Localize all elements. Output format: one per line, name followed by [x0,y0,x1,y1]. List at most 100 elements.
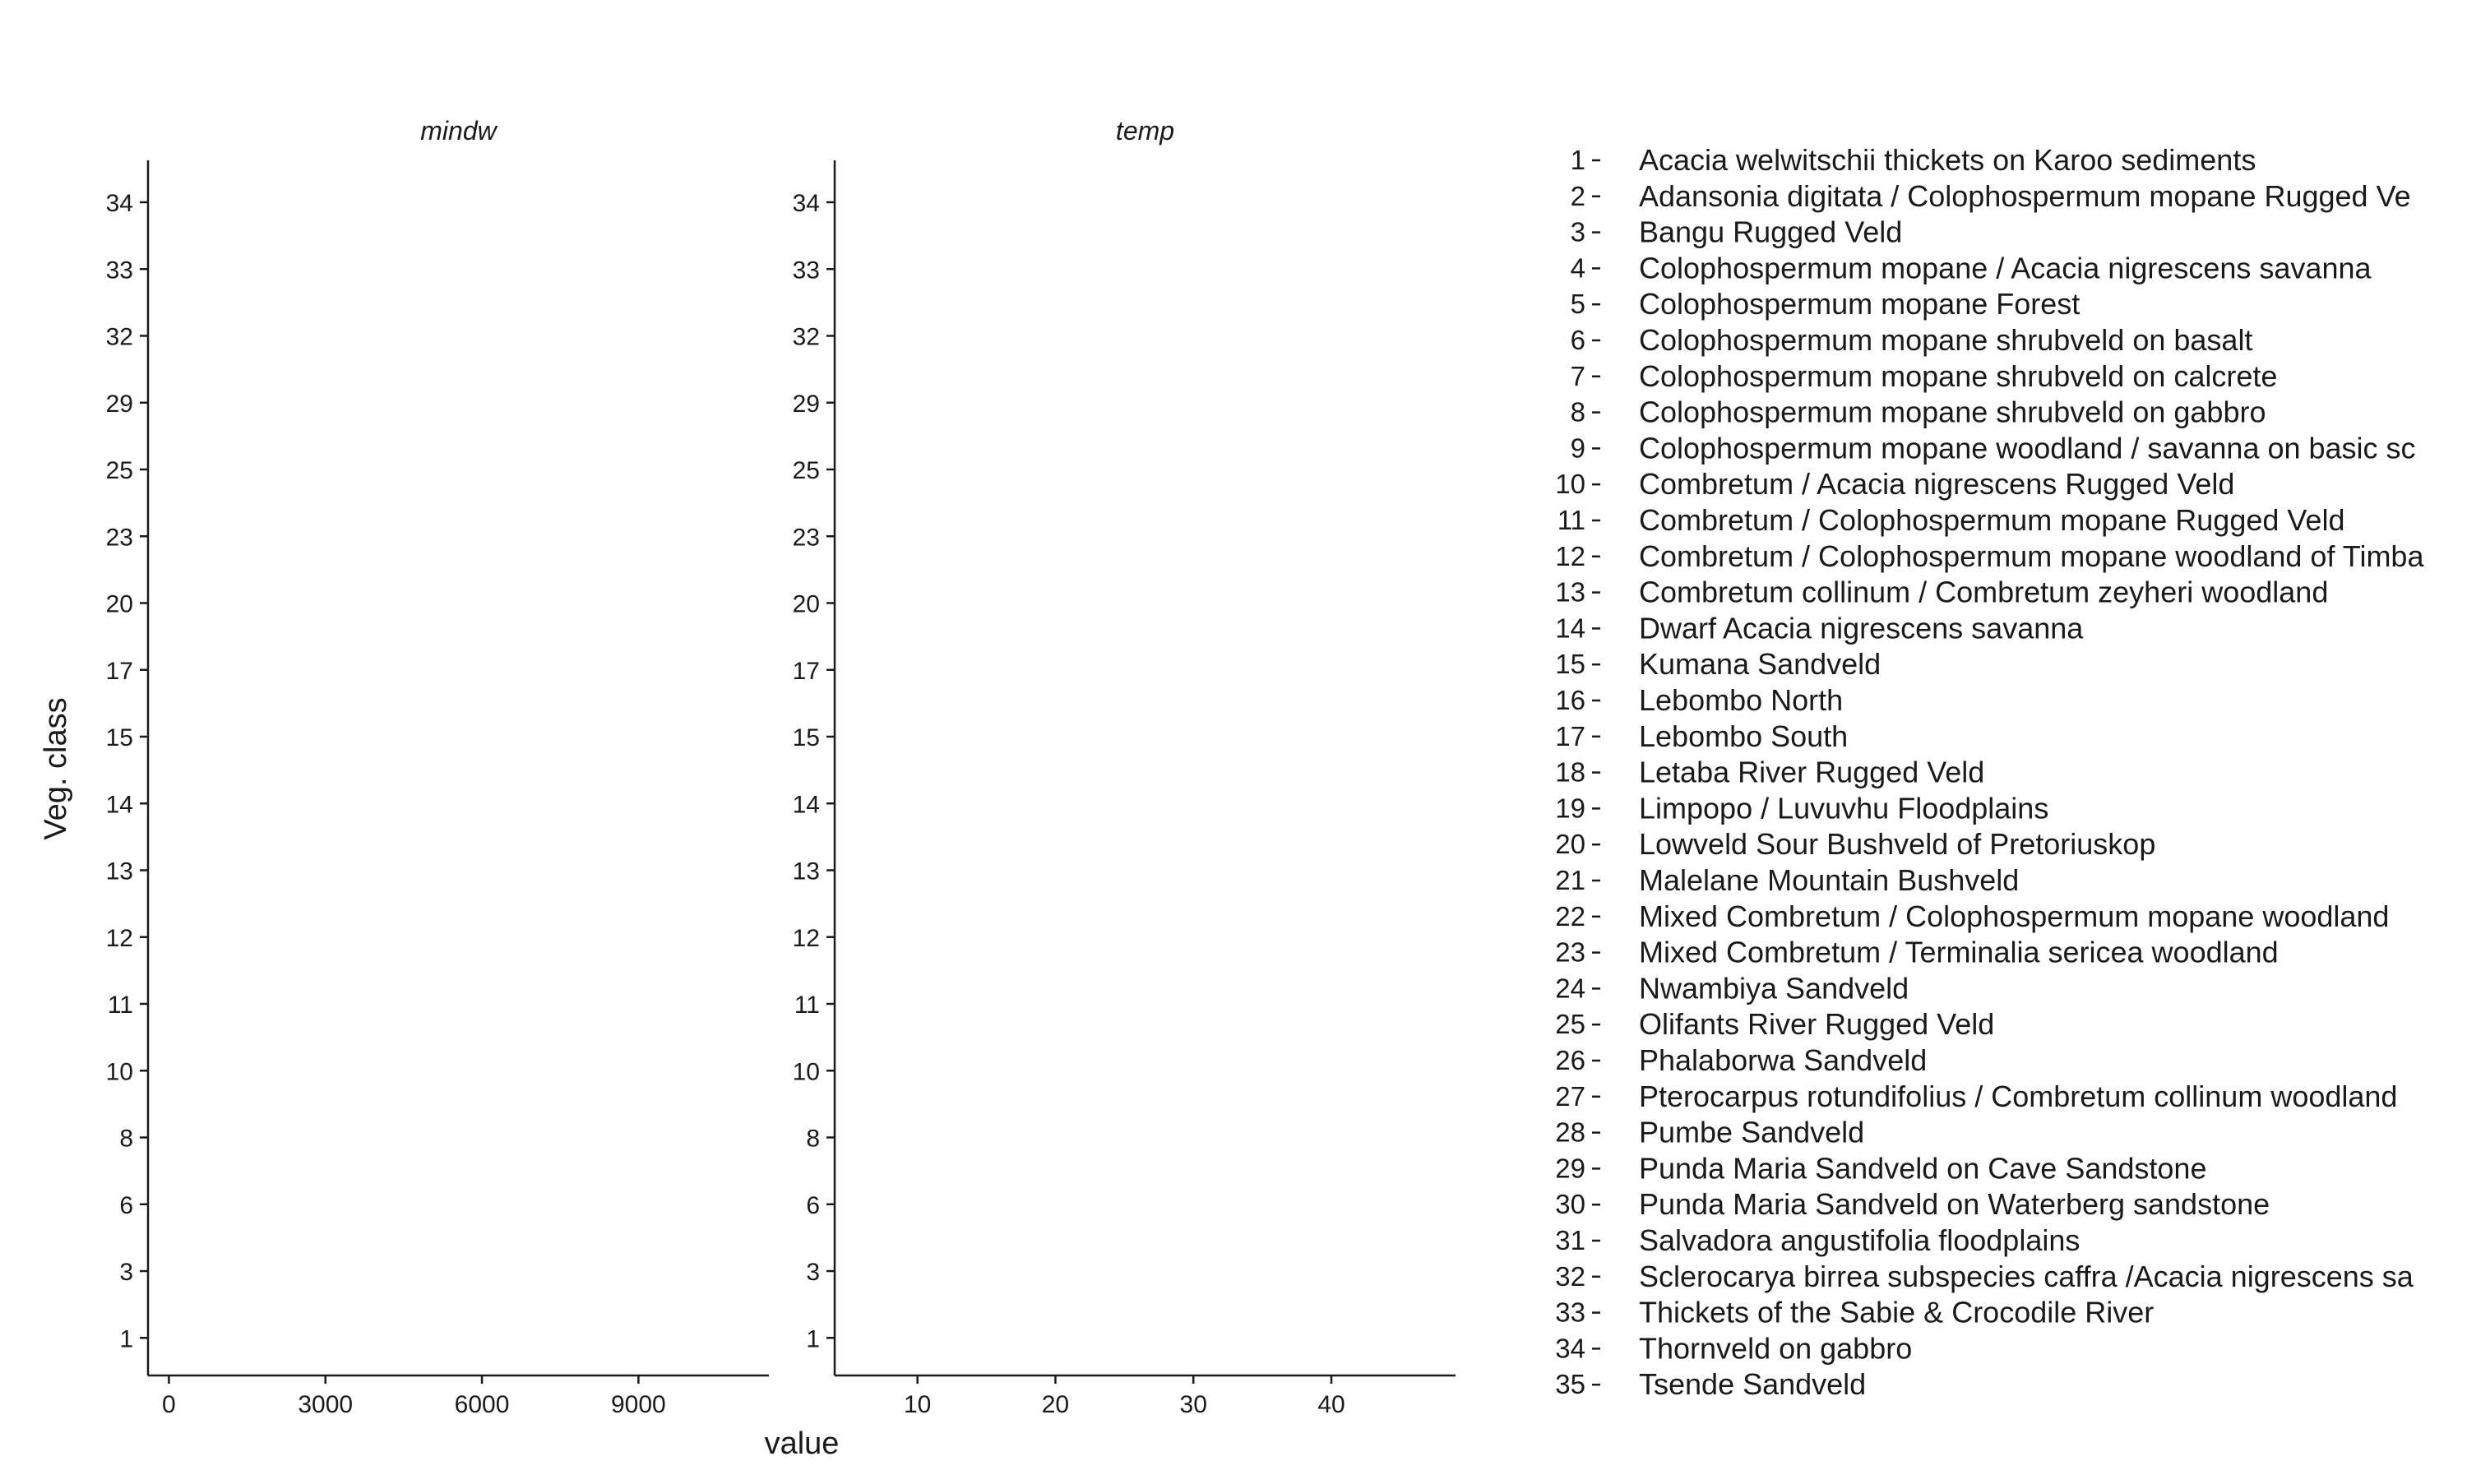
x-tick-label-mindw-6000: 6000 [455,1391,510,1418]
facet-label-mindw: mindw [420,116,498,146]
legend-item-label-20: Lowveld Sour Bushveld of Pretoriuskop [1639,827,2155,861]
legend-item-label-1: Acacia welwitschii thickets on Karoo sed… [1639,143,2256,177]
y-tick-label-mindw-12: 12 [106,925,133,952]
legend-item-number-18: 18 [1555,757,1585,788]
legend-item-number-31: 31 [1555,1225,1585,1255]
y-tick-label-temp-33: 33 [793,257,820,284]
legend-item-label-3: Bangu Rugged Veld [1639,215,1902,249]
y-tick-label-mindw-13: 13 [106,858,133,885]
x-tick-label-temp-20: 20 [1042,1391,1069,1418]
y-tick-label-temp-20: 20 [793,591,820,618]
legend-item-label-34: Thornveld on gabbro [1639,1331,1912,1365]
legend-item-label-29: Punda Maria Sandveld on Cave Sandstone [1639,1151,2206,1185]
legend-item-label-33: Thickets of the Sabie & Crocodile River [1639,1296,2154,1329]
legend-item-number-10: 10 [1555,469,1585,499]
legend-item-label-15: Kumana Sandveld [1639,647,1881,681]
y-tick-label-mindw-8: 8 [119,1126,133,1153]
y-tick-label-temp-23: 23 [793,524,820,551]
x-tick-label-mindw-9000: 9000 [611,1391,666,1418]
legend-item-number-6: 6 [1571,325,1585,355]
y-tick-label-temp-15: 15 [793,724,820,751]
y-axis-title: Veg. class [39,697,73,839]
y-tick-label-mindw-34: 34 [106,190,133,217]
y-tick-label-temp-25: 25 [793,457,820,484]
legend-item-label-30: Punda Maria Sandveld on Waterberg sandst… [1639,1187,2270,1221]
y-tick-label-mindw-23: 23 [106,524,133,551]
legend-item-number-17: 17 [1555,721,1585,751]
legend-item-number-2: 2 [1571,181,1585,211]
legend-item-number-22: 22 [1555,901,1585,932]
legend-item-number-11: 11 [1557,505,1585,535]
x-tick-label-mindw-3000: 3000 [298,1391,353,1418]
y-tick-label-temp-8: 8 [806,1126,820,1153]
legend-item-label-27: Pterocarpus rotundifolius / Combretum co… [1639,1079,2397,1113]
legend-item-number-26: 26 [1555,1045,1585,1075]
legend-item-label-25: Olifants River Rugged Veld [1639,1007,1994,1041]
legend-item-number-3: 3 [1571,217,1585,247]
y-tick-label-temp-29: 29 [793,391,820,418]
y-tick-label-temp-12: 12 [793,925,820,952]
legend-item-number-1: 1 [1571,145,1585,175]
x-axis-title: value [765,1426,840,1461]
legend: Acacia welwitschii thickets on Karoo sed… [1592,143,2424,1401]
legend-item-label-19: Limpopo / Luvuvhu Floodplains [1639,791,2048,825]
y-tick-label-mindw-10: 10 [106,1058,133,1085]
legend-item-number-28: 28 [1555,1117,1585,1148]
legend-item-number-15: 15 [1555,649,1585,679]
legend-item-number-9: 9 [1571,432,1585,463]
legend-item-number-30: 30 [1555,1189,1585,1219]
legend-item-number-12: 12 [1555,541,1585,571]
legend-item-number-25: 25 [1555,1009,1585,1039]
legend-item-number-33: 33 [1555,1297,1585,1328]
legend-item-label-12: Combretum / Colophospermum mopane woodla… [1639,539,2424,573]
legend-item-number-16: 16 [1555,685,1585,715]
y-tick-label-mindw-25: 25 [106,457,133,484]
legend-item-number-8: 8 [1571,397,1585,428]
y-tick-label-mindw-1: 1 [119,1325,133,1352]
legend-item-number-21: 21 [1555,865,1585,895]
x-tick-label-temp-10: 10 [904,1391,931,1418]
y-tick-label-mindw-11: 11 [108,992,133,1019]
legend-item-number-29: 29 [1555,1153,1585,1183]
y-tick-label-temp-32: 32 [793,324,820,351]
legend-item-number-20: 20 [1555,829,1585,859]
y-tick-label-temp-11: 11 [794,992,820,1019]
x-tick-label-temp-30: 30 [1180,1391,1207,1418]
facet-label-temp: temp [1116,116,1174,146]
legend-item-number-32: 32 [1555,1261,1585,1292]
legend-item-number-27: 27 [1555,1081,1585,1112]
legend-item-label-2: Adansonia digitata / Colophospermum mopa… [1639,179,2411,213]
y-tick-label-mindw-32: 32 [106,324,133,351]
legend-item-label-4: Colophospermum mopane / Acacia nigrescen… [1639,251,2372,284]
legend-item-number-4: 4 [1571,252,1585,283]
legend-item-number-34: 34 [1555,1333,1585,1363]
legend-item-number-19: 19 [1555,793,1585,823]
legend-item-label-18: Letaba River Rugged Veld [1639,756,1984,789]
y-tick-label-mindw-14: 14 [106,791,133,818]
y-tick-label-temp-13: 13 [793,858,820,885]
legend-item-number-24: 24 [1555,973,1585,1003]
legend-item-label-6: Colophospermum mopane shrubveld on basal… [1639,323,2252,357]
legend-item-label-26: Phalaborwa Sandveld [1639,1043,1927,1077]
legend-item-label-11: Combretum / Colophospermum mopane Rugged… [1639,503,2344,537]
legend-item-number-13: 13 [1555,577,1585,608]
legend-item-label-35: Tsende Sandveld [1639,1367,1866,1401]
legend-item-label-5: Colophospermum mopane Forest [1639,287,2080,321]
legend-item-label-31: Salvadora angustifolia floodplains [1639,1223,2080,1257]
legend-item-label-28: Pumbe Sandveld [1639,1116,1864,1149]
legend-item-label-8: Colophospermum mopane shrubveld on gabbr… [1639,395,2266,429]
y-tick-label-temp-34: 34 [793,190,820,217]
legend-item-number-5: 5 [1571,289,1585,319]
legend-item-number-23: 23 [1555,937,1585,968]
legend-item-number-7: 7 [1571,361,1585,391]
legend-item-label-17: Lebombo South [1639,719,1848,753]
legend-item-number-35: 35 [1555,1369,1585,1399]
legend-item-label-21: Malelane Mountain Bushveld [1639,863,2019,897]
y-tick-label-temp-14: 14 [793,791,820,818]
y-tick-label-mindw-29: 29 [106,391,133,418]
legend-item-label-22: Mixed Combretum / Colophospermum mopane … [1639,899,2389,933]
x-tick-label-mindw-0: 0 [162,1391,176,1418]
y-tick-label-temp-1: 1 [806,1325,820,1352]
legend-item-label-16: Lebombo North [1639,683,1843,717]
